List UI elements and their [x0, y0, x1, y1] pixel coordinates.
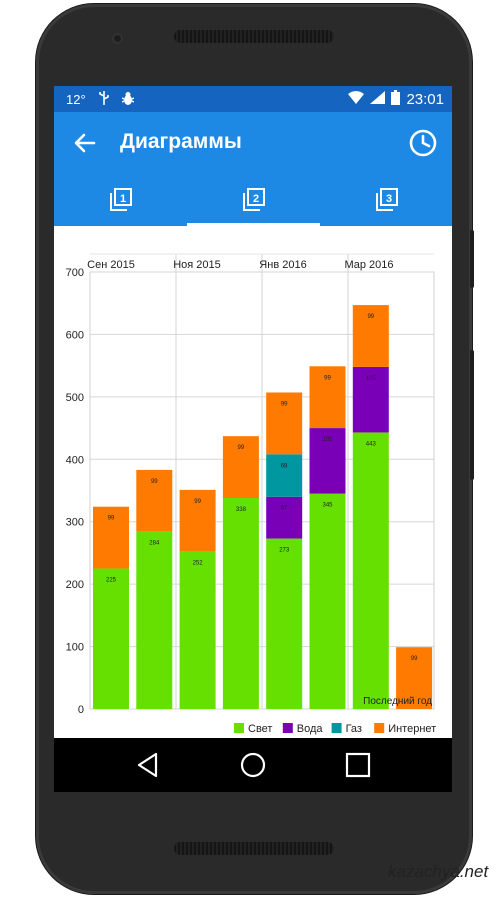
data-label: 68: [281, 463, 288, 469]
bar-segment: [309, 366, 346, 429]
wifi-icon: [348, 91, 365, 108]
data-label: 99: [367, 314, 374, 320]
tab-bar: 1 2 3: [54, 174, 452, 226]
x-period-label: Сен 2015: [87, 259, 135, 271]
bar-segment: [352, 366, 389, 433]
data-label: 99: [281, 401, 288, 407]
y-tick-label: 400: [66, 454, 84, 466]
power-button: [470, 230, 474, 288]
battery-icon: [391, 90, 401, 109]
nav-home-icon[interactable]: [239, 751, 267, 779]
bar-segment: [179, 489, 216, 552]
svg-text:1: 1: [119, 193, 125, 205]
tab-3[interactable]: 3: [320, 174, 452, 226]
data-label: 443: [366, 441, 377, 447]
last-bar-label: Последний год: [363, 696, 432, 707]
navigation-bar: [54, 738, 452, 792]
filter-3-icon: 3: [375, 188, 398, 211]
bar-segment: [222, 436, 259, 498]
y-tick-label: 700: [66, 267, 84, 279]
data-label: 99: [194, 499, 201, 505]
legend-swatch: [234, 723, 244, 733]
data-label: 99: [238, 445, 245, 451]
data-label: 99: [151, 479, 158, 485]
bar-segment: [222, 497, 259, 709]
svg-text:3: 3: [385, 193, 391, 205]
tab-indicator: [187, 223, 320, 226]
y-tick-label: 0: [78, 704, 84, 716]
nav-recents-icon[interactable]: [344, 751, 372, 779]
signal-icon: [370, 91, 386, 108]
bar-segment: [352, 432, 389, 709]
svg-text:2: 2: [252, 193, 258, 205]
legend-label: Вода: [297, 723, 324, 735]
data-label: 225: [106, 578, 117, 584]
bar-segment: [396, 647, 433, 709]
bar-segment: [266, 454, 303, 497]
chart-area: 0 100 200 300 400 500 600 700 Сен 2015 Ноя 2015 Ян…: [54, 226, 452, 738]
data-label: 67: [281, 506, 288, 512]
legend-swatch: [374, 723, 385, 733]
bar-segment: [136, 531, 173, 709]
bar-segment: [352, 305, 389, 367]
y-tick-label: 200: [66, 579, 84, 591]
legend-swatch: [331, 723, 342, 733]
legend-label: Газ: [346, 723, 362, 735]
top-speaker: [174, 30, 334, 43]
back-arrow-icon[interactable]: [72, 130, 98, 156]
legend-label: Интернет: [388, 723, 436, 735]
temperature-text: 12°: [66, 92, 86, 107]
data-label: 99: [324, 375, 331, 381]
x-period-label: Ноя 2015: [173, 259, 221, 271]
status-time: 23:01: [406, 91, 444, 108]
bar-segment: [93, 568, 129, 709]
bar-segment: [266, 538, 303, 709]
legend-label: Свет: [248, 723, 272, 735]
page-title: Диаграммы: [120, 130, 242, 153]
bottom-speaker: [174, 842, 334, 855]
filter-2-icon: 2: [242, 188, 265, 211]
bug-icon: [121, 91, 134, 108]
bar-segment: [136, 469, 173, 532]
data-label: 105: [322, 437, 333, 443]
legend-swatch: [282, 723, 293, 733]
bar-segment: [179, 551, 216, 709]
history-clock-icon[interactable]: [408, 128, 438, 158]
volume-button: [470, 350, 474, 480]
status-bar: 12° 23:01: [54, 86, 452, 112]
usb-icon: [98, 91, 110, 108]
data-label: 99: [411, 656, 418, 662]
watermark: kazachya.net: [388, 862, 489, 881]
screen: 12° 23:01 Диаграммы: [54, 86, 452, 792]
x-period-label: Мар 2016: [344, 259, 393, 271]
x-period-label: Янв 2016: [259, 259, 306, 271]
app-bar: Диаграммы 1 2 3: [54, 112, 452, 226]
front-camera: [112, 33, 123, 44]
tab-2[interactable]: 2: [187, 174, 320, 226]
data-label: 99: [108, 516, 115, 522]
data-label: 105: [366, 376, 377, 382]
bar-segment: [266, 392, 303, 455]
y-tick-label: 300: [66, 517, 84, 529]
filter-1-icon: 1: [109, 188, 132, 211]
data-label: 345: [322, 503, 333, 509]
y-tick-label: 100: [66, 642, 84, 654]
data-label: 252: [193, 561, 204, 567]
data-label: 284: [149, 541, 160, 547]
nav-back-icon[interactable]: [134, 751, 162, 779]
data-label: 338: [236, 507, 247, 513]
y-tick-label: 600: [66, 329, 84, 341]
y-tick-label: 500: [66, 392, 84, 404]
data-label: 273: [279, 548, 290, 554]
bar-segment: [93, 506, 129, 569]
tab-1[interactable]: 1: [54, 174, 187, 226]
bar-segment: [309, 493, 346, 709]
bar-segment: [309, 428, 346, 494]
bar-segment: [266, 496, 303, 539]
